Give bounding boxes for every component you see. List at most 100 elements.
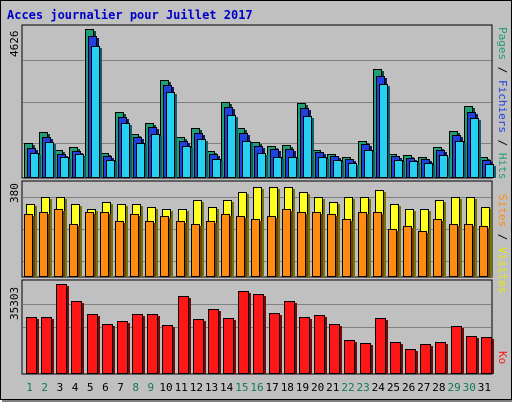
- chart-title: Acces journalier pour Juillet 2017: [7, 8, 253, 22]
- day-label-15: 15: [235, 381, 248, 394]
- bar-hits-day-16: [257, 153, 266, 178]
- bar-ko-day-23: [360, 343, 371, 374]
- bar-visites-day-31: [479, 226, 488, 277]
- day-label-20: 20: [311, 381, 324, 394]
- bar-hits-day-3: [60, 157, 69, 178]
- bar-ko-day-11: [178, 296, 189, 374]
- day-label-26: 26: [402, 381, 415, 394]
- bar-hits-day-10: [166, 92, 175, 178]
- day-label-24: 24: [372, 381, 386, 394]
- bar-ko-day-21: [329, 324, 340, 374]
- hits-panel-legend: Pages / Fichiers / Hits: [496, 27, 509, 179]
- day-label-23: 23: [357, 381, 370, 394]
- bar-ko-day-16: [253, 294, 264, 374]
- bar-hits-day-1: [30, 153, 39, 178]
- bar-visites-day-27: [418, 231, 427, 277]
- legend-separator: /: [496, 60, 509, 80]
- day-label-27: 27: [417, 381, 430, 394]
- bar-ko-day-2: [41, 317, 52, 374]
- bar-ko-day-29: [451, 326, 462, 374]
- bar-visites-day-18: [282, 209, 291, 277]
- bar-hits-day-13: [212, 159, 221, 178]
- bar-ko-day-10: [162, 325, 173, 374]
- bar-ko-day-8: [132, 314, 143, 374]
- bar-ko-day-18: [284, 301, 295, 374]
- bar-ko-day-31: [481, 337, 492, 374]
- bar-visites-day-15: [236, 216, 245, 277]
- day-label-18: 18: [281, 381, 294, 394]
- bar-visites-day-26: [403, 226, 412, 277]
- day-label-25: 25: [387, 381, 400, 394]
- day-label-12: 12: [190, 381, 203, 394]
- bar-visites-day-20: [312, 212, 321, 277]
- bar-ko-day-20: [314, 315, 325, 374]
- day-label-29: 29: [447, 381, 460, 394]
- visits-panel-legend: Sites / Visites: [496, 194, 509, 293]
- bar-hits-day-15: [242, 141, 251, 178]
- bar-ko-day-3: [56, 284, 67, 374]
- day-label-3: 3: [57, 381, 64, 394]
- day-label-2: 2: [41, 381, 48, 394]
- bar-ko-day-27: [420, 344, 431, 374]
- bar-ko-day-22: [344, 340, 355, 374]
- day-label-30: 30: [463, 381, 476, 394]
- bar-hits-day-28: [439, 155, 448, 178]
- bar-hits-day-2: [45, 142, 54, 178]
- bar-hits-day-9: [151, 134, 160, 178]
- bar-hits-day-21: [333, 160, 342, 178]
- bar-visites-day-3: [54, 209, 63, 277]
- bar-visites-day-9: [145, 221, 154, 277]
- bar-hits-day-11: [182, 146, 191, 178]
- day-label-9: 9: [148, 381, 155, 394]
- day-label-7: 7: [117, 381, 124, 394]
- day-label-8: 8: [132, 381, 139, 394]
- bar-hits-day-8: [136, 143, 145, 178]
- bar-hits-day-19: [303, 116, 312, 178]
- bar-visites-day-12: [191, 224, 200, 277]
- bar-hits-day-22: [348, 163, 357, 178]
- bar-ko-day-28: [435, 342, 446, 374]
- bar-visites-day-7: [115, 221, 124, 277]
- bar-hits-day-26: [409, 161, 418, 178]
- bar-hits-day-30: [470, 118, 479, 178]
- day-label-19: 19: [296, 381, 309, 394]
- legend-visites: Visites: [496, 247, 509, 294]
- bar-ko-day-7: [117, 321, 128, 374]
- ko-panel-legend: Ko: [496, 351, 509, 364]
- day-label-14: 14: [220, 381, 234, 394]
- bar-hits-day-31: [485, 164, 494, 178]
- visits-panel-max-label: 380: [8, 183, 21, 203]
- bar-hits-day-18: [288, 157, 297, 178]
- day-label-31: 31: [478, 381, 491, 394]
- bar-visites-day-24: [373, 212, 382, 277]
- legend-ko: Ko: [496, 351, 509, 365]
- bar-ko-day-30: [466, 336, 477, 374]
- bar-ko-day-19: [299, 317, 310, 374]
- bar-visites-day-28: [433, 219, 442, 277]
- day-label-28: 28: [432, 381, 445, 394]
- bar-visites-day-13: [206, 221, 215, 277]
- day-label-16: 16: [250, 381, 263, 394]
- day-label-13: 13: [205, 381, 218, 394]
- bar-visites-day-8: [130, 214, 139, 277]
- bar-visites-day-10: [160, 216, 169, 277]
- bar-ko-day-9: [147, 314, 158, 374]
- bar-hits-day-24: [379, 84, 388, 178]
- bar-hits-day-17: [273, 157, 282, 178]
- legend-pages: Pages: [496, 27, 509, 61]
- bar-hits-day-14: [227, 115, 236, 178]
- bar-visites-day-2: [39, 212, 48, 277]
- bar-ko-day-12: [193, 319, 204, 374]
- bar-ko-day-24: [375, 318, 386, 374]
- bar-hits-day-27: [424, 163, 433, 178]
- bar-visites-day-14: [221, 214, 230, 277]
- bar-visites-day-4: [69, 224, 78, 277]
- bar-visites-day-30: [464, 224, 473, 277]
- bar-visites-day-29: [449, 224, 458, 277]
- bar-visites-day-23: [358, 212, 367, 277]
- bar-visites-day-25: [388, 229, 397, 277]
- bar-visites-day-21: [327, 214, 336, 277]
- bar-hits-day-6: [106, 160, 115, 178]
- day-label-1: 1: [26, 381, 33, 394]
- bar-visites-day-19: [297, 212, 306, 277]
